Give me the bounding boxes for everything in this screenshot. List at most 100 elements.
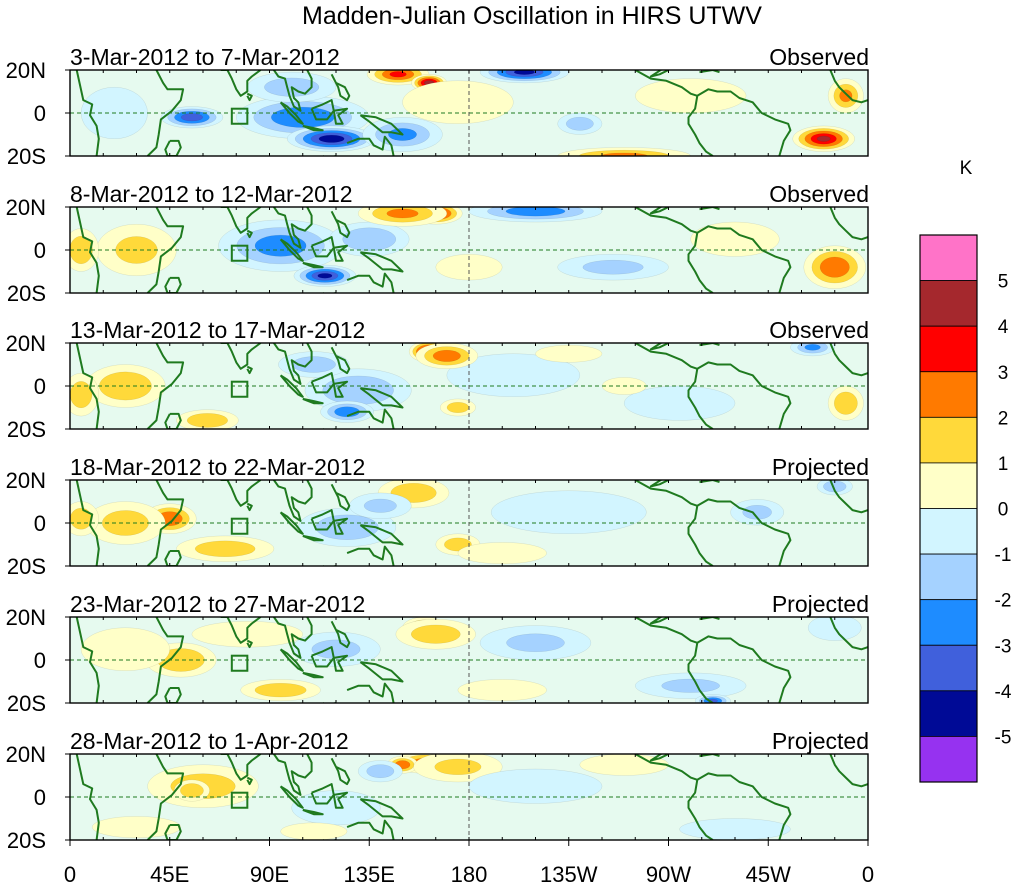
coastline-segment <box>273 754 313 796</box>
anomaly-cell <box>357 207 448 227</box>
coastline-segment <box>146 754 185 840</box>
coastline-segment <box>273 207 313 249</box>
panel-4: 20N 0 20S 18-Mar-2012 to 22-Mar-2012 Project… <box>6 454 869 579</box>
coastline-segment <box>246 229 253 239</box>
coastline-segment <box>829 70 868 104</box>
coastline-segment <box>332 654 349 672</box>
coastline-segment <box>634 617 714 703</box>
anomaly-cell <box>287 125 377 152</box>
colorbar-tick-label: 4 <box>998 317 1009 338</box>
y-tick-label: 20S <box>7 281 46 306</box>
colorbar-swatch <box>919 462 978 509</box>
coastline-segment <box>302 534 324 542</box>
coastline-segment <box>246 92 253 102</box>
reference-box <box>230 380 249 398</box>
anomaly-cell <box>91 816 182 839</box>
contour-level <box>180 113 203 122</box>
coastline-segment <box>75 480 100 566</box>
panel-status-label: Observed <box>769 317 869 343</box>
colorbar-swatch <box>919 234 978 281</box>
contour-level <box>679 818 791 840</box>
anomaly-field <box>70 754 868 840</box>
panel-status-label: Observed <box>769 181 869 207</box>
y-tick-label: 20N <box>6 468 46 493</box>
contour-level <box>804 344 821 351</box>
anomaly-cell <box>357 760 403 783</box>
coastline-segment <box>220 617 262 644</box>
contour-level <box>363 498 397 513</box>
coastline-segment <box>164 550 182 566</box>
coastline-segment <box>330 210 351 239</box>
contour-level <box>457 542 547 565</box>
anomaly-cell <box>160 106 224 129</box>
coastline-segment <box>634 207 714 293</box>
panel-period-label: 28-Mar-2012 to 1-Apr-2012 <box>70 728 349 754</box>
panel-2: 20N 0 20S 8-Mar-2012 to 12-Mar-2012 Observed <box>6 181 869 306</box>
colorbar-tick-label: 5 <box>998 272 1009 293</box>
anomaly-cell <box>439 398 476 417</box>
coastline-segment <box>330 483 351 512</box>
anomaly-cell <box>690 221 780 257</box>
anomaly-field <box>70 70 868 156</box>
coastline-segment <box>75 754 100 840</box>
coastline-segment <box>146 480 185 566</box>
colorbar-swatch <box>919 599 978 646</box>
x-axis: 0 45E 90E 135E 180 135W 90W 45W 0 <box>64 840 874 887</box>
anomaly-cell <box>479 625 592 661</box>
coastline-segment <box>146 70 185 156</box>
y-tick-label: 20S <box>7 554 46 579</box>
coastline-segment <box>649 70 669 78</box>
coastline-segment <box>829 343 868 377</box>
panel-status-label: Projected <box>772 591 869 617</box>
y-tick-label: 20N <box>6 742 46 767</box>
anomaly-cell <box>85 501 166 545</box>
anomaly-cell <box>792 125 855 152</box>
coastline-segment <box>164 412 182 429</box>
contour-level <box>513 70 535 75</box>
panel-period-label: 3-Mar-2012 to 7-Mar-2012 <box>70 44 340 70</box>
anomaly-field <box>70 480 868 566</box>
contour-level <box>457 679 547 702</box>
coastline-segment <box>302 671 324 679</box>
coastline-segment <box>649 617 669 625</box>
coastline-segment <box>164 139 182 156</box>
coastline-segment <box>649 480 669 488</box>
coastline-segment <box>649 754 669 762</box>
colorbar-tick-label: 3 <box>998 363 1009 384</box>
coastline-segment <box>75 343 100 429</box>
panel-period-label: 18-Mar-2012 to 22-Mar-2012 <box>70 454 365 480</box>
coastline-segment <box>359 661 404 683</box>
contour-level <box>342 227 397 251</box>
contour-level <box>468 768 603 804</box>
contour-level <box>816 135 831 142</box>
coastline-segment <box>346 272 395 293</box>
coastline-segment <box>75 617 100 703</box>
contour-level <box>410 624 461 644</box>
anomaly-cell <box>557 254 669 281</box>
coastline-segment <box>302 808 324 816</box>
y-tick-label: 20N <box>6 58 46 83</box>
coastlines <box>75 343 868 429</box>
colorbar-swatch <box>919 644 978 692</box>
reference-box <box>230 654 249 672</box>
contour-level <box>690 221 780 257</box>
contour-level <box>565 116 594 131</box>
coastline-segment <box>332 107 349 125</box>
contour-level <box>834 391 858 415</box>
panel-status-label: Projected <box>772 728 869 754</box>
anomaly-cell <box>635 78 747 114</box>
y-tick-label: 0 <box>34 648 46 673</box>
panel-1: 20N 0 20S 3-Mar-2012 to 7-Mar-2012 Observed <box>6 44 869 169</box>
coastline-segment <box>649 343 669 351</box>
coastline-segment <box>696 361 792 429</box>
chart-title: Madden-Julian Oscillation in HIRS UTWV <box>302 2 762 30</box>
contour-level <box>311 639 361 659</box>
coastline-segment <box>699 207 720 211</box>
coastline-segment <box>634 480 714 566</box>
anomaly-cell <box>457 542 547 565</box>
contour-level <box>839 89 853 103</box>
anomaly-cell <box>329 221 410 257</box>
coastline-segment <box>634 343 714 429</box>
coastline-segment <box>273 70 313 112</box>
